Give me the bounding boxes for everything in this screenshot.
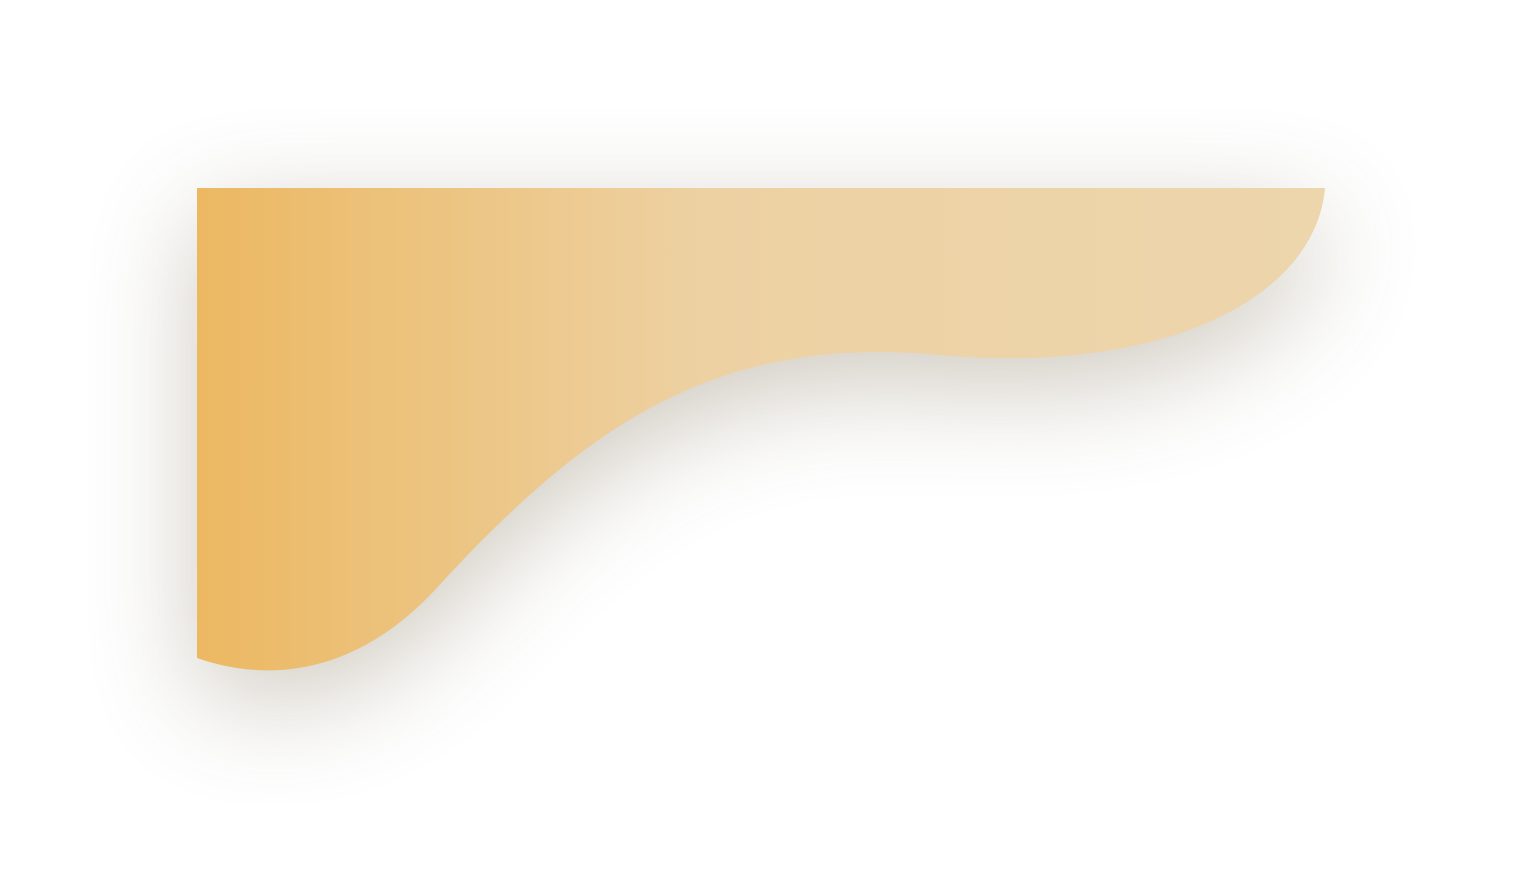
wave-shape <box>197 188 1325 671</box>
